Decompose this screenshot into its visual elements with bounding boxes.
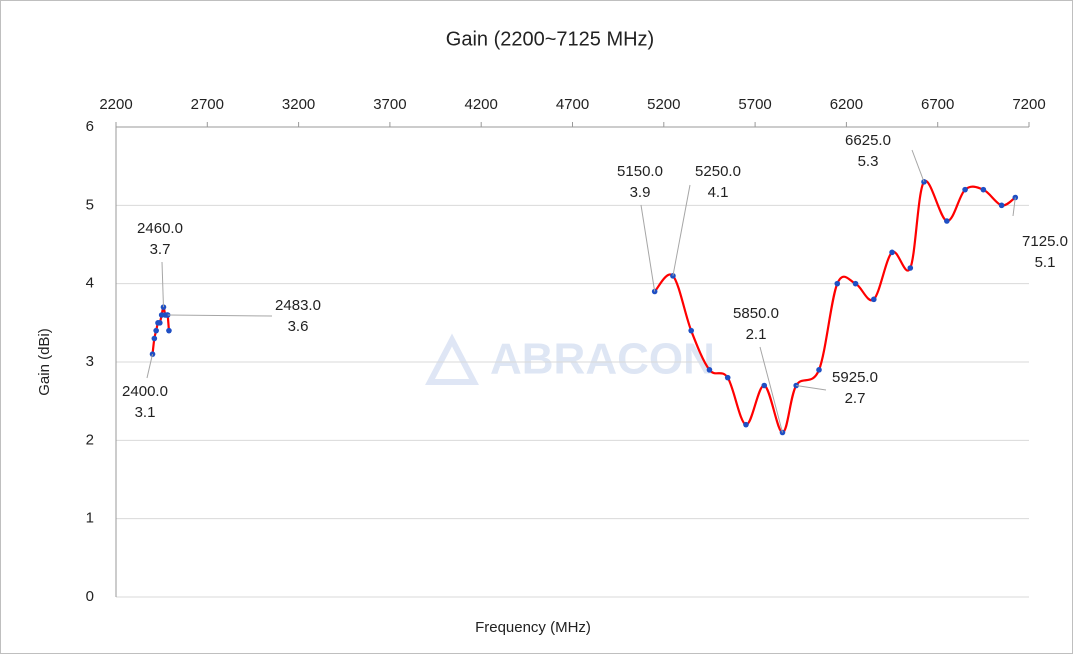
marker: [889, 249, 895, 256]
watermark-logo: [425, 333, 479, 385]
x-axis-label: Frequency (MHz): [475, 619, 591, 636]
marker: [706, 367, 713, 373]
chart-title: Gain (2200~7125 MHz): [446, 28, 654, 50]
annotation: 5150.0: [617, 163, 663, 180]
annotation: 3.9: [630, 184, 651, 201]
x-tick-label: 3700: [373, 96, 406, 113]
x-tick-label: 2200: [99, 96, 132, 113]
annotation: 2400.0: [122, 383, 168, 400]
y-tick-label: 0: [86, 588, 94, 605]
marker: [816, 367, 822, 373]
marker: [907, 265, 914, 271]
leader-line: [146, 354, 154, 379]
y-axis-label: Gain (dBi): [36, 328, 53, 396]
marker: [153, 327, 159, 334]
x-tick-label: 5200: [647, 96, 680, 113]
y-tick-label: 3: [86, 353, 94, 370]
watermark: ABRACON: [490, 335, 715, 384]
marker: [962, 186, 968, 193]
y-tick-label: 6: [86, 118, 94, 135]
annotation: 2460.0: [137, 220, 183, 237]
annotation: 3.7: [150, 241, 171, 258]
x-tick-label: 6700: [921, 96, 954, 113]
marker: [670, 273, 676, 279]
annotation: 2.7: [845, 390, 866, 407]
y-tick-label: 2: [86, 431, 94, 448]
leader-line: [796, 385, 827, 391]
x-tick-label: 6200: [830, 96, 863, 113]
annotation: 5850.0: [733, 305, 779, 322]
marker: [834, 280, 841, 287]
x-tick-label: 4700: [556, 96, 589, 113]
marker: [160, 304, 167, 310]
annotation: 4.1: [708, 184, 729, 201]
annotation: 6625.0: [845, 132, 891, 149]
y-tick-label: 5: [86, 196, 94, 213]
annotation: 3.1: [135, 404, 156, 421]
x-tick-label: 3200: [282, 96, 315, 113]
marker: [998, 202, 1005, 209]
x-tick-label: 5700: [738, 96, 771, 113]
leader-line: [161, 261, 164, 308]
annotation: 5250.0: [695, 163, 741, 180]
annotation: 5925.0: [832, 369, 878, 386]
marker: [724, 374, 731, 381]
leader-line: [911, 149, 925, 183]
annotation: 7125.0: [1022, 233, 1068, 250]
annotation: 3.6: [288, 318, 309, 335]
annotation: 2.1: [746, 326, 767, 343]
y-tick-label: 4: [86, 275, 94, 292]
annotation: 2483.0: [275, 297, 321, 314]
leader-line: [167, 314, 273, 317]
marker: [870, 296, 877, 303]
annotation: 5.1: [1035, 254, 1056, 271]
marker: [151, 335, 158, 342]
marker: [688, 327, 694, 334]
x-tick-label: 2700: [191, 96, 224, 113]
leader-line: [672, 184, 691, 276]
leader-line: [759, 346, 783, 433]
y-tick-label: 1: [86, 510, 94, 527]
marker: [157, 320, 163, 326]
marker: [743, 421, 749, 428]
annotation: 5.3: [858, 153, 879, 170]
x-tick-label: 7200: [1012, 96, 1045, 113]
marker: [166, 327, 172, 334]
marker: [980, 186, 987, 193]
leader-line: [640, 204, 656, 292]
leader-line: [1012, 197, 1016, 217]
marker: [852, 280, 859, 287]
x-tick-label: 4200: [465, 96, 498, 113]
marker: [761, 382, 768, 389]
marker: [944, 218, 950, 224]
